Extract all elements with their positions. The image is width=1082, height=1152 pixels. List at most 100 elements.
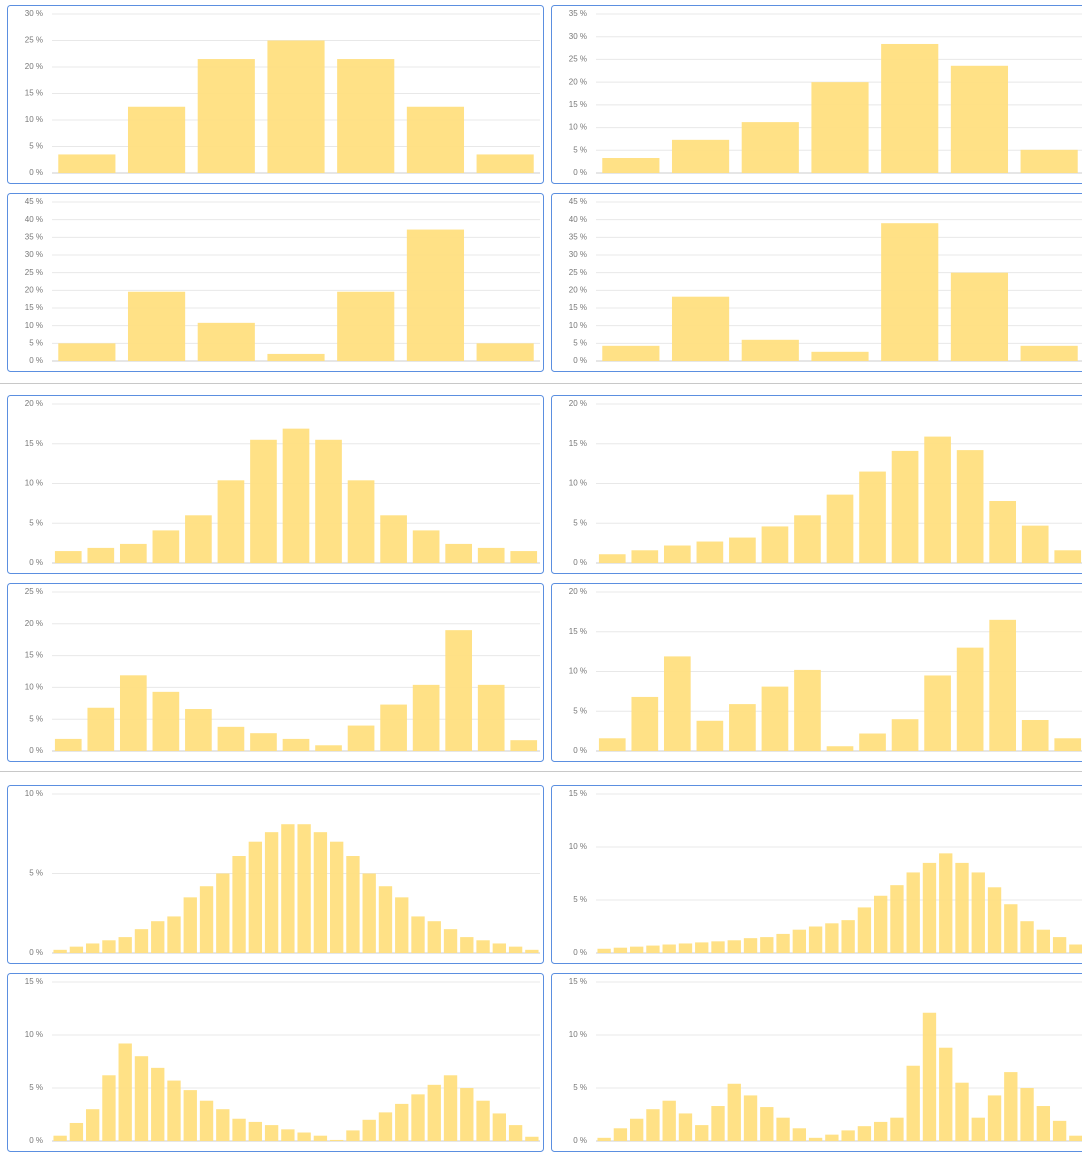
bar xyxy=(602,158,660,173)
bar xyxy=(743,1095,758,1141)
y-tick-label: 25 % xyxy=(25,587,43,596)
y-tick-label: 5 % xyxy=(29,142,43,151)
bar xyxy=(127,291,186,361)
panel-frame xyxy=(7,785,544,964)
y-tick-label: 40 % xyxy=(569,215,587,224)
bar xyxy=(760,1107,774,1141)
y-tick-label: 20 % xyxy=(25,62,43,71)
bar xyxy=(743,938,758,953)
bar xyxy=(406,229,465,361)
bar xyxy=(662,1100,676,1141)
bar xyxy=(248,1121,263,1141)
bar xyxy=(729,537,756,563)
bar xyxy=(971,872,985,953)
bar xyxy=(826,746,854,751)
bar xyxy=(891,719,919,751)
y-tick-label: 5 % xyxy=(573,1083,587,1092)
chart-panel: 0 % 5 % 10 % 15 % 20 % 25 % 30 % xyxy=(7,5,544,184)
bar xyxy=(1036,1106,1051,1141)
bar xyxy=(445,543,473,563)
bar xyxy=(87,707,115,751)
bar xyxy=(890,885,904,953)
bar xyxy=(662,944,676,953)
bar xyxy=(347,480,375,563)
bar xyxy=(1004,1072,1018,1141)
y-tick-label: 30 % xyxy=(569,250,587,259)
bar xyxy=(792,929,807,953)
bar xyxy=(346,1130,360,1141)
bar xyxy=(678,1113,693,1141)
bar xyxy=(443,929,458,953)
bar xyxy=(282,738,310,751)
panel-frame xyxy=(7,193,544,372)
y-tick-label: 10 % xyxy=(569,123,587,132)
bar xyxy=(412,684,440,751)
bar xyxy=(151,921,165,953)
bar xyxy=(248,841,263,953)
bar xyxy=(395,1103,409,1141)
bar xyxy=(216,1109,230,1141)
bar xyxy=(380,515,407,563)
bar xyxy=(955,1082,969,1141)
y-tick-label: 10 % xyxy=(25,115,43,124)
bar xyxy=(197,322,255,361)
bar xyxy=(337,59,395,173)
bar xyxy=(492,943,507,953)
bar xyxy=(118,937,132,953)
y-tick-label: 0 % xyxy=(573,746,587,755)
bar xyxy=(476,154,534,173)
y-tick-label: 0 % xyxy=(29,1136,43,1145)
y-tick-label: 30 % xyxy=(25,9,43,18)
bar xyxy=(476,1100,490,1141)
bar xyxy=(811,351,869,361)
bar xyxy=(602,345,660,361)
bar xyxy=(859,733,886,751)
panel-frame xyxy=(551,583,1082,762)
y-tick-label: 35 % xyxy=(569,9,587,18)
y-tick-label: 5 % xyxy=(573,706,587,715)
bar xyxy=(711,1106,725,1141)
y-tick-label: 0 % xyxy=(29,948,43,957)
bar xyxy=(85,943,100,953)
y-tick-label: 40 % xyxy=(25,215,43,224)
bar xyxy=(956,647,984,751)
bar xyxy=(629,1118,644,1141)
bar xyxy=(741,339,799,361)
chart-panel: 0 % 5 % 10 % 15 % 20 % xyxy=(551,583,1082,762)
bar xyxy=(119,675,147,751)
bar xyxy=(102,940,116,953)
bar xyxy=(427,921,441,953)
bar xyxy=(297,824,311,953)
bar xyxy=(971,1117,985,1141)
bar xyxy=(199,886,214,953)
chart-panel: 0 % 5 % 10 % 15 % 20 % 25 % 30 % 35 % xyxy=(551,5,1082,184)
bar xyxy=(118,1043,132,1141)
bar xyxy=(412,530,440,563)
bar xyxy=(841,920,855,953)
bar xyxy=(794,669,821,751)
bar xyxy=(267,353,325,361)
chart-panel: 0 % 5 % 10 % 15 % 20 % 25 % xyxy=(7,583,544,762)
bar xyxy=(297,1132,311,1141)
bar xyxy=(808,1137,823,1141)
bar xyxy=(696,541,724,563)
chart-panel: 0 % 5 % 10 % 15 % 20 % 25 % 30 % 35 % 40 % 45 % xyxy=(551,193,1082,372)
bar xyxy=(250,439,277,563)
y-tick-label: 0 % xyxy=(573,356,587,365)
y-tick-label: 20 % xyxy=(569,77,587,86)
bar xyxy=(378,1112,393,1141)
bar xyxy=(1069,944,1082,953)
y-tick-label: 20 % xyxy=(25,285,43,294)
bar xyxy=(881,43,939,174)
chart-panel: 0 % 5 % 10 % xyxy=(7,785,544,964)
bar xyxy=(857,1126,872,1141)
bar xyxy=(727,940,741,953)
y-tick-label: 45 % xyxy=(25,197,43,206)
bar xyxy=(663,545,691,563)
bar xyxy=(264,1125,279,1141)
y-tick-label: 10 % xyxy=(569,667,587,676)
bar xyxy=(185,515,212,563)
bar xyxy=(841,1130,855,1141)
bar xyxy=(631,550,659,563)
